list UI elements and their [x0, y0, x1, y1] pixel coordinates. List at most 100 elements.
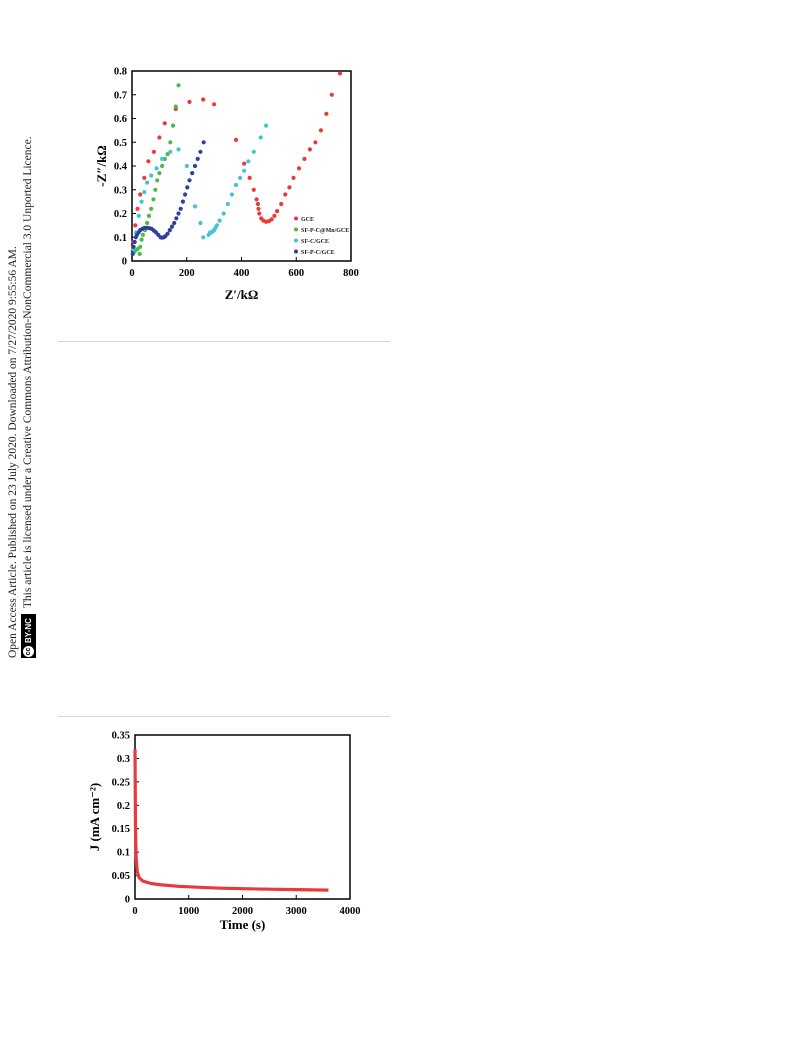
y-tick-label: 0.05 [112, 871, 130, 882]
data-point [296, 166, 302, 171]
data-point [130, 251, 135, 256]
data-point [160, 156, 165, 161]
data-point [238, 175, 243, 180]
data-point [185, 185, 190, 190]
data-point [176, 211, 181, 216]
data-point [251, 187, 256, 192]
legend-label: SF-P-C@Mn/GCE [301, 228, 349, 234]
data-point [257, 211, 262, 216]
data-point [142, 175, 147, 180]
data-point [160, 163, 165, 169]
y-tick-label: 0.1 [114, 233, 127, 244]
data-point [157, 135, 162, 140]
y-axis-label: -Z″/kΩ [94, 145, 109, 186]
data-point [136, 213, 141, 218]
data-point [313, 140, 318, 145]
data-point [187, 178, 192, 183]
x-tick-label: 200 [179, 268, 195, 279]
data-point [254, 197, 259, 202]
data-point [155, 178, 160, 183]
data-point [142, 190, 147, 195]
data-point [324, 111, 329, 116]
data-point [135, 206, 140, 211]
data-point [172, 220, 177, 226]
data-point [283, 192, 288, 197]
data-point [190, 171, 195, 176]
data-point [198, 220, 203, 226]
x-tick-label: 4000 [340, 906, 361, 917]
legend-marker [294, 238, 298, 243]
y-tick-label: 0.15 [112, 824, 130, 835]
data-point [242, 161, 247, 166]
data-point [184, 163, 189, 169]
data-point [225, 201, 230, 207]
data-point [154, 166, 159, 171]
data-point [153, 187, 158, 192]
data-point [131, 244, 136, 249]
data-point [165, 231, 170, 236]
data-point [212, 102, 217, 107]
data-point [291, 175, 296, 180]
data-point [140, 232, 145, 237]
y-tick-label: 0.3 [117, 754, 130, 765]
data-point [139, 199, 144, 204]
data-point [133, 223, 138, 228]
y-tick-label: 0 [122, 257, 127, 268]
cc-by-nc-badge[interactable]: cc BY-NC [21, 614, 36, 658]
data-point [174, 216, 179, 221]
y-tick-label: 0.1 [117, 848, 130, 859]
legend-label: SF-C/GCE [301, 239, 329, 245]
legend-marker [294, 227, 298, 232]
data-point [146, 213, 152, 218]
data-point [201, 140, 206, 145]
cc-icon: cc [23, 646, 34, 657]
plot-frame [134, 734, 351, 900]
data-point [176, 147, 181, 152]
x-tick-label: 400 [234, 268, 250, 279]
y-tick-label: 0.7 [114, 90, 127, 101]
data-point [176, 83, 181, 88]
data-point [264, 123, 269, 128]
data-point [233, 182, 239, 188]
data-point [255, 201, 260, 207]
y-tick-label: 0.5 [114, 138, 127, 149]
x-tick-label: 3000 [286, 906, 307, 917]
data-point [151, 197, 156, 202]
x-tick-label: 1000 [178, 906, 199, 917]
data-point [217, 218, 222, 223]
data-point [201, 97, 206, 102]
x-tick-label: 0 [129, 268, 134, 279]
data-point [178, 206, 183, 211]
data-point [171, 123, 176, 128]
data-point [149, 173, 154, 178]
data-point [192, 163, 198, 169]
data-point [272, 213, 277, 218]
y-tick-label: 0.35 [112, 731, 130, 742]
x-tick-label: 2000 [232, 906, 253, 917]
data-point [256, 206, 261, 211]
data-point [151, 149, 156, 154]
y-tick-label: 0.2 [117, 801, 130, 812]
data-point [183, 192, 188, 197]
data-point [168, 140, 173, 145]
data-point [187, 99, 192, 104]
x-axis-label: Z′/kΩ [225, 287, 259, 302]
data-point [269, 217, 274, 222]
x-tick-label: 600 [288, 268, 304, 279]
data-point [145, 180, 150, 185]
y-tick-label: 0.8 [114, 67, 127, 78]
data-point [246, 159, 251, 164]
data-point [201, 235, 206, 240]
nyquist-plot: 0 200 400 600 800 0 0.1 0.2 0.3 0.4 0.5 0.6 0.7 0.8 Z′… [94, 67, 359, 303]
data-point [162, 121, 167, 126]
data-point [195, 156, 200, 161]
y-tick-label: 0.25 [112, 777, 130, 788]
data-point [168, 149, 173, 154]
data-point [146, 159, 151, 164]
data-point [137, 251, 142, 256]
data-point [287, 185, 292, 190]
y-tick-label: 0.3 [114, 185, 127, 196]
data-point [247, 175, 252, 180]
data-point [251, 149, 256, 154]
legend-label: SF-P-C/GCE [301, 250, 335, 256]
